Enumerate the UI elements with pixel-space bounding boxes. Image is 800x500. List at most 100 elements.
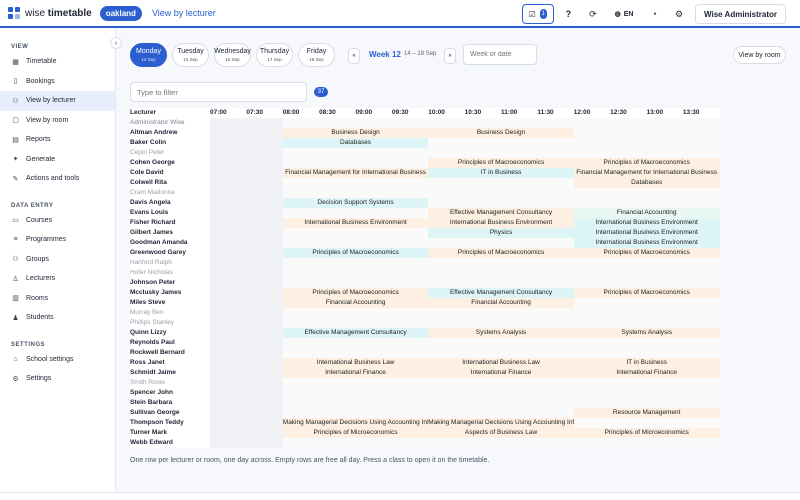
class-block[interactable]: Principles of Macroeconomics	[428, 248, 574, 258]
class-block[interactable]: Principles of Macroeconomics	[282, 288, 429, 298]
next-week-button[interactable]: »	[444, 48, 456, 64]
school-badge[interactable]: oakland	[99, 5, 142, 21]
class-block[interactable]: Business Design	[282, 128, 429, 138]
day-tab-monday[interactable]: Monday 14 Sep	[130, 43, 167, 67]
class-block[interactable]: Principles of Microeconomics	[282, 428, 429, 438]
class-block[interactable]: Financial Management for International B…	[282, 168, 429, 178]
class-block[interactable]: Databases	[573, 178, 720, 188]
sidebar-item-settings[interactable]: ⚙ Settings	[0, 369, 115, 389]
class-block[interactable]: International Business Environment	[573, 228, 720, 238]
class-block[interactable]: Principles of Macroeconomics	[573, 248, 720, 258]
empty-slot	[373, 408, 392, 418]
class-label: Systems Analysis	[475, 329, 527, 336]
sidebar-item-timetable[interactable]: ▦ Timetable	[0, 52, 115, 72]
empty-slot	[246, 398, 265, 408]
user-menu-button[interactable]: Wise Administrator	[695, 4, 786, 24]
class-block[interactable]: Decision Support Systems	[282, 198, 429, 208]
class-block[interactable]: International Finance	[282, 368, 429, 378]
sidebar-item-programmes[interactable]: ≡ Programmes	[0, 230, 115, 250]
week-or-date-input[interactable]	[463, 44, 537, 65]
sidebar-item-bookings[interactable]: ▯ Bookings	[0, 72, 115, 92]
class-block[interactable]: Systems Analysis	[428, 328, 574, 338]
class-block[interactable]: Making Managerial Decisions Using Accoun…	[428, 418, 574, 428]
empty-slot	[210, 208, 229, 218]
sidebar-item-label: Actions and tools	[26, 175, 80, 183]
sidebar-item-view-by-room[interactable]: ▢ View by room	[0, 111, 115, 131]
table-row: Fisher Richard International Business Env…	[130, 218, 720, 228]
empty-slot	[682, 148, 702, 158]
class-block[interactable]: Systems Analysis	[573, 328, 720, 338]
class-block[interactable]: International Business Environment	[428, 218, 574, 228]
class-block[interactable]: Principles of Microeconomics	[573, 428, 720, 438]
lecturer-name: Goodman Amanda	[130, 238, 211, 248]
sidebar-item-view-by-lecturer[interactable]: ⚇ View by lecturer	[0, 91, 115, 111]
empty-slot	[355, 188, 374, 198]
language-button[interactable]: ◍ EN	[609, 4, 640, 24]
collapse-sidebar-button[interactable]: ‹	[110, 37, 122, 49]
empty-slot	[519, 268, 538, 278]
sidebar-item-actions-and-tools[interactable]: ✎ Actions and tools	[0, 169, 115, 189]
help-button[interactable]: ?	[565, 9, 572, 19]
empty-slot	[482, 268, 502, 278]
class-block[interactable]: Aspects of Business Law	[428, 428, 574, 438]
empty-slot	[682, 308, 702, 318]
day-tab-wednesday[interactable]: Wednesday 16 Sep	[214, 43, 251, 67]
class-block[interactable]: International Business Environment	[573, 238, 720, 248]
class-block[interactable]: Business Design	[428, 128, 574, 138]
empty-slot	[464, 138, 483, 148]
refresh-button[interactable]: ⟳	[583, 4, 603, 24]
tasks-button[interactable]: ☑ 1	[521, 4, 554, 24]
class-block[interactable]: Financial Accounting	[282, 298, 429, 308]
view-by-room-button[interactable]: View by room	[733, 46, 786, 64]
class-block[interactable]: Principles of Macroeconomics	[428, 158, 574, 168]
lecturer-name: Quinn Lizzy	[130, 328, 211, 338]
sidebar-item-lecturers[interactable]: ♙ Lecturers	[0, 269, 115, 289]
sidebar-item-label: School settings	[26, 355, 74, 363]
empty-slot	[682, 188, 702, 198]
class-block[interactable]: Principles of Macroeconomics	[573, 288, 720, 298]
day-tab-friday[interactable]: Friday 18 Sep	[298, 43, 335, 67]
class-block[interactable]: International Business Law	[282, 358, 429, 368]
class-block[interactable]: Making Managerial Decisions Using Accoun…	[282, 418, 429, 428]
sidebar-item-courses[interactable]: ▭ Courses	[0, 211, 115, 231]
class-block[interactable]: IT in Business	[428, 168, 574, 178]
class-block[interactable]: Effective Management Consultancy	[428, 288, 574, 298]
class-block[interactable]: IT in Business	[573, 358, 720, 368]
empty-slot	[555, 338, 574, 348]
lecturer-name: Reynolds Paul	[130, 338, 211, 348]
settings-button[interactable]: ⚙	[669, 4, 689, 24]
class-block[interactable]: International Business Law	[428, 358, 574, 368]
class-label: Principles of Macroeconomics	[603, 159, 690, 166]
class-block[interactable]: Databases	[282, 138, 429, 148]
class-block[interactable]: Effective Management Consultancy	[282, 328, 429, 338]
class-block[interactable]: Principles of Macroeconomics	[282, 248, 429, 258]
class-block[interactable]: International Finance	[573, 368, 720, 378]
theme-button[interactable]: ◔	[646, 4, 663, 24]
sidebar-item-rooms[interactable]: ▥ Rooms	[0, 289, 115, 309]
class-block[interactable]: Physics	[428, 228, 574, 238]
empty-slot	[628, 268, 647, 278]
class-block[interactable]: Financial Management for International B…	[573, 168, 720, 178]
class-block[interactable]: International Business Environment	[282, 218, 429, 228]
class-block[interactable]: Principles of Macroeconomics	[573, 158, 720, 168]
sidebar-item-school-settings[interactable]: ⌂ School settings	[0, 350, 115, 370]
empty-slot	[446, 338, 465, 348]
class-block[interactable]: International Finance	[428, 368, 574, 378]
sidebar-item-label: Timetable	[26, 58, 57, 66]
sidebar-item-groups[interactable]: ⚇ Groups	[0, 250, 115, 270]
table-row: Quinn Lizzy Effective Management Consulta…	[130, 328, 720, 338]
sidebar-item-reports[interactable]: ▤ Reports	[0, 130, 115, 150]
prev-week-button[interactable]: «	[348, 48, 360, 64]
day-tab-thursday[interactable]: Thursday 17 Sep	[256, 43, 293, 67]
class-label: Principles of Macroeconomics	[312, 249, 399, 256]
day-tab-tuesday[interactable]: Tuesday 15 Sep	[172, 43, 209, 67]
app-logo[interactable]: wise timetable	[8, 7, 92, 19]
class-block[interactable]: International Business Environment	[573, 218, 720, 228]
class-block[interactable]: Financial Accounting	[428, 298, 574, 308]
class-block[interactable]: Effective Management Consultancy	[428, 208, 574, 218]
filter-input[interactable]	[130, 82, 307, 102]
class-block[interactable]: Resource Management	[573, 408, 720, 418]
class-block[interactable]: Financial Accounting	[573, 208, 720, 218]
sidebar-item-students[interactable]: ♟ Students	[0, 308, 115, 328]
sidebar-item-generate[interactable]: ✦ Generate	[0, 150, 115, 170]
